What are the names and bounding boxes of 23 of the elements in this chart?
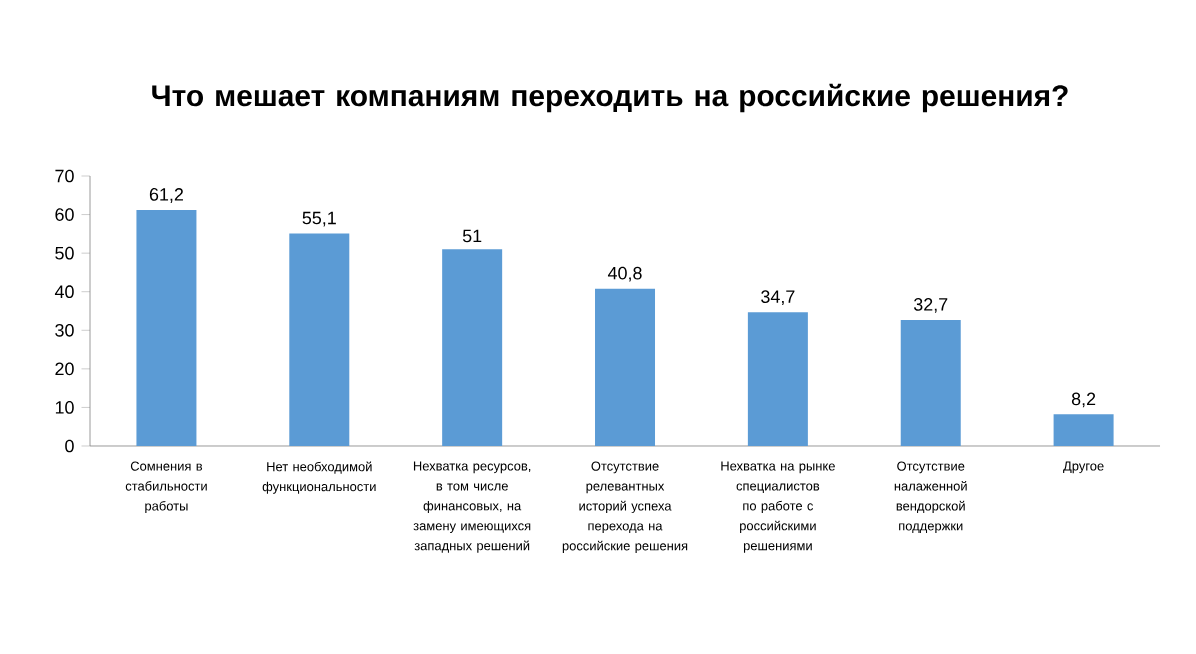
bar: [1053, 414, 1114, 446]
bar: [595, 288, 656, 446]
y-tick-label: 30: [55, 323, 74, 337]
y-tick-label: 0: [65, 439, 74, 453]
y-tick-label: 40: [54, 285, 74, 299]
bar: [289, 233, 350, 446]
bar: [747, 312, 808, 446]
bar: [442, 249, 503, 446]
chart-title: Что мешает компаниям переходить на российские решения?: [152, 83, 1068, 113]
data-label: 8,2: [1071, 392, 1096, 408]
y-tick-label: 20: [55, 362, 74, 376]
data-label: 34,7: [761, 290, 795, 306]
y-tick-label: 70: [55, 169, 74, 183]
data-label: 40,8: [607, 266, 642, 282]
data-label: 51: [462, 229, 482, 243]
data-label: 55,1: [302, 211, 336, 227]
bar: [900, 319, 961, 446]
y-tick-label: 60: [55, 208, 74, 221]
data-label: 32,7: [913, 298, 948, 313]
y-tick-label: 10: [55, 401, 74, 414]
y-tick-label: 50: [55, 246, 74, 260]
bar: [136, 209, 197, 446]
data-label: 61,2: [149, 188, 183, 203]
